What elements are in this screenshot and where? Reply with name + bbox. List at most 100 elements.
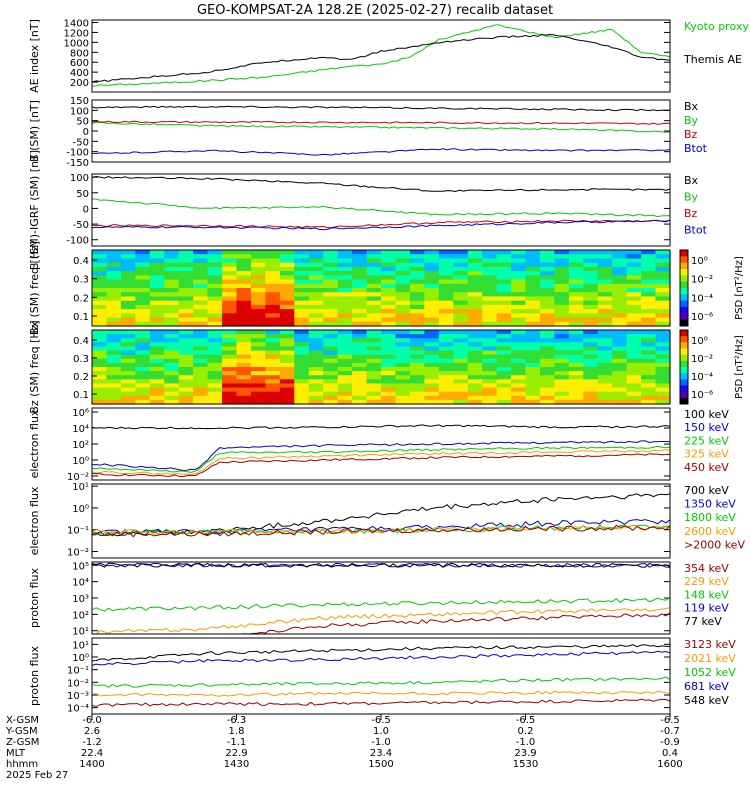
heatmap-cell xyxy=(496,254,512,260)
heatmap-cell xyxy=(193,346,209,352)
heatmap-cell xyxy=(352,321,368,327)
heatmap-cell xyxy=(207,309,223,314)
heatmap-cell xyxy=(164,304,180,310)
heatmap-cell xyxy=(236,262,252,268)
heatmap-cell xyxy=(236,371,252,376)
heatmap-cell xyxy=(655,391,671,397)
heatmap-cell xyxy=(366,358,382,364)
heatmap-cell xyxy=(395,375,411,380)
heatmap-cell xyxy=(323,330,339,335)
colorbar-segment xyxy=(680,281,688,289)
heatmap-cell xyxy=(597,395,613,401)
heatmap-cell xyxy=(482,288,498,293)
heatmap-cell xyxy=(641,283,657,289)
heatmap-cell xyxy=(337,283,353,289)
heatmap-cell xyxy=(193,371,209,376)
heatmap-cell xyxy=(496,300,512,306)
series-line xyxy=(92,24,671,87)
heatmap-cell xyxy=(193,304,209,310)
heatmap-cell xyxy=(539,371,555,376)
heatmap-cell xyxy=(409,330,425,335)
ytick-label: 10⁻¹ xyxy=(67,666,89,677)
heatmap-cell xyxy=(135,279,151,285)
heatmap-cell xyxy=(193,296,209,302)
heatmap-cell xyxy=(120,313,136,319)
legend-entry: >2000 keV xyxy=(684,538,745,551)
heatmap-cell xyxy=(323,383,339,389)
heatmap-cell xyxy=(641,279,657,285)
heatmap-cell xyxy=(337,362,353,368)
heatmap-cell xyxy=(655,321,671,327)
heatmap-cell xyxy=(308,334,324,339)
heatmap-cell xyxy=(92,334,108,339)
heatmap-cell xyxy=(193,395,209,401)
heatmap-cell xyxy=(655,367,671,372)
heatmap-cell xyxy=(496,379,512,385)
heatmap-cell xyxy=(568,379,584,385)
heatmap-cell xyxy=(279,383,295,389)
series-line xyxy=(91,650,671,666)
heatmap-cell xyxy=(323,354,339,360)
colorbar-segment xyxy=(680,313,688,321)
heatmap-cell xyxy=(395,266,411,272)
heatmap-cell xyxy=(265,321,281,327)
heatmap-cell xyxy=(135,338,151,343)
heatmap-cell xyxy=(207,338,223,343)
heatmap-cell xyxy=(597,338,613,343)
heatmap-cell xyxy=(583,313,599,319)
heatmap-cell xyxy=(366,288,382,293)
heatmap-cell xyxy=(366,309,382,314)
heatmap-cell xyxy=(539,300,555,306)
heatmap-cell xyxy=(337,296,353,302)
heatmap-cell xyxy=(496,292,512,298)
heatmap-cell xyxy=(352,395,368,401)
heatmap-cell xyxy=(366,304,382,310)
heatmap-cell xyxy=(265,371,281,376)
heatmap-cell xyxy=(597,250,613,255)
heatmap-cell xyxy=(409,271,425,276)
heatmap-cell xyxy=(554,342,570,348)
heatmap-cell xyxy=(178,258,194,264)
heatmap-cell xyxy=(164,279,180,285)
ytick-label: 10⁶ xyxy=(72,408,89,419)
heatmap-cell xyxy=(178,367,194,372)
heatmap-cell xyxy=(511,317,527,323)
heatmap-cell xyxy=(496,399,512,405)
heatmap-cell xyxy=(366,362,382,368)
heatmap-cell xyxy=(279,350,295,356)
colorbar-segment xyxy=(680,250,688,257)
heatmap-cell xyxy=(164,338,180,343)
heatmap-cell xyxy=(250,367,266,372)
heatmap-cell xyxy=(135,313,151,319)
heatmap-cell xyxy=(236,279,252,285)
heatmap-cell xyxy=(178,395,194,401)
heatmap-cell xyxy=(438,395,454,401)
heatmap-cell xyxy=(120,292,136,298)
heatmap-cell xyxy=(597,304,613,310)
ytick-label: 0.1 xyxy=(73,312,89,323)
footer-value: 0.2 xyxy=(518,726,534,737)
heatmap-cell xyxy=(207,313,223,319)
heatmap-cell xyxy=(135,296,151,302)
heatmap-cell xyxy=(583,271,599,276)
heatmap-cell xyxy=(352,346,368,352)
colorbar-tick: 10⁰ xyxy=(691,256,708,267)
heatmap-cell xyxy=(265,338,281,343)
ytick-label: 10⁻¹ xyxy=(67,526,89,537)
heatmap-cell xyxy=(381,367,397,372)
heatmap-cell xyxy=(294,279,310,285)
heatmap-cell xyxy=(381,346,397,352)
heatmap-cell xyxy=(409,262,425,268)
ytick-label: 10⁴ xyxy=(72,578,89,589)
footer-value: 1400 xyxy=(79,759,104,770)
ytick-label: 150 xyxy=(70,96,89,107)
heatmap-cell xyxy=(641,309,657,314)
heatmap-cell xyxy=(236,375,252,380)
legend-entry: 2021 keV xyxy=(684,652,736,665)
heatmap-cell xyxy=(655,362,671,368)
heatmap-cell xyxy=(92,296,108,302)
heatmap-cell xyxy=(438,275,454,281)
heatmap-cell xyxy=(222,346,238,352)
heatmap-cell xyxy=(92,338,108,343)
heatmap-cell xyxy=(279,296,295,302)
